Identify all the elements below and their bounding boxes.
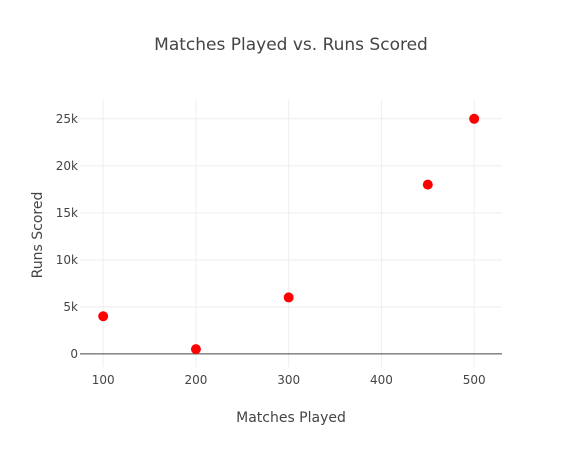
y-tick-label: 20k: [56, 159, 78, 173]
x-tick-label: 200: [184, 373, 207, 387]
data-point[interactable]: [422, 179, 433, 190]
grid: [80, 100, 502, 367]
x-tick-label: 500: [463, 373, 486, 387]
x-tick-label: 100: [92, 373, 115, 387]
y-tick-label: 10k: [56, 253, 78, 267]
x-axis-label: Matches Played: [236, 410, 346, 426]
y-axis-label: Runs Scored: [30, 192, 46, 279]
y-tick-label: 0: [70, 347, 78, 361]
axes: 100 200 300 400 500 0 5k 10k 15k 20k 25k: [56, 112, 502, 387]
data-point[interactable]: [283, 292, 294, 303]
data-point[interactable]: [190, 344, 201, 355]
data-points: [98, 113, 480, 355]
y-tick-label: 5k: [63, 300, 78, 314]
y-tick-label: 25k: [56, 112, 78, 126]
chart-title: Matches Played vs. Runs Scored: [154, 35, 428, 55]
data-point[interactable]: [98, 311, 109, 322]
y-tick-label: 15k: [56, 206, 78, 220]
x-tick-label: 300: [277, 373, 300, 387]
x-tick-label: 400: [370, 373, 393, 387]
data-point[interactable]: [469, 113, 480, 124]
